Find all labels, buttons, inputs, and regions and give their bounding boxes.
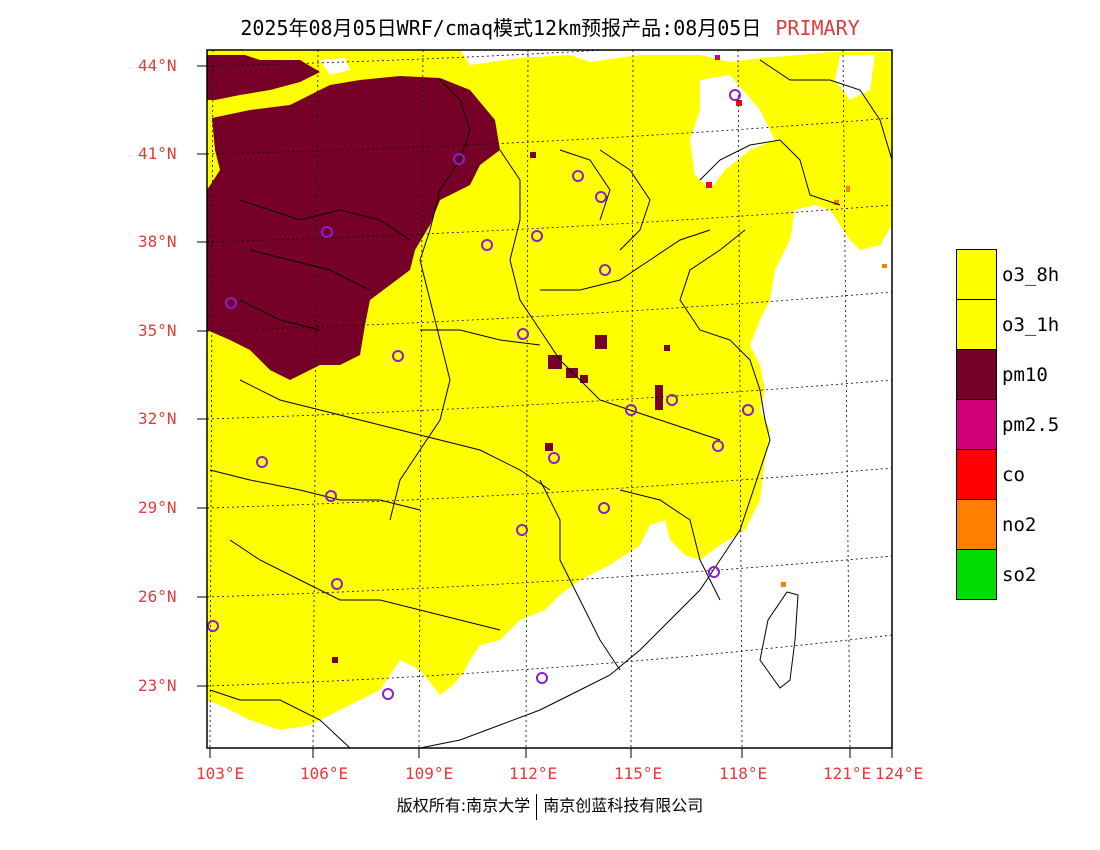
lat-label: 35°N (138, 321, 177, 340)
lon-label: 124°E (875, 764, 924, 783)
legend: o3_8h o3_1h pm10 pm2.5 co no2 so2 (956, 249, 1086, 600)
no2-speck (882, 264, 887, 268)
lat-label: 23°N (138, 676, 177, 695)
footer-right: 南京创蓝科技有限公司 (543, 796, 704, 815)
legend-item-pm25: pm2.5 (956, 399, 1086, 450)
copyright-footer: 版权所有:南京大学 南京创蓝科技有限公司 (0, 792, 1100, 820)
station-marker[interactable] (325, 490, 337, 502)
no2-speck (781, 582, 786, 587)
lat-label: 26°N (138, 587, 177, 606)
lon-label: 103°E (196, 764, 245, 783)
station-marker[interactable] (729, 89, 741, 101)
station-marker[interactable] (531, 230, 543, 242)
lat-label: 38°N (138, 232, 177, 251)
station-marker[interactable] (599, 264, 611, 276)
station-marker[interactable] (382, 688, 394, 700)
map-title: 2025年08月05日WRF/cmaq模式12km预报产品:08月05日 PRIM… (0, 12, 1100, 42)
legend-label: pm2.5 (1002, 414, 1060, 436)
lon-label: 109°E (405, 764, 454, 783)
station-marker[interactable] (742, 404, 754, 416)
legend-swatch (956, 449, 997, 500)
no2-speck (834, 200, 839, 205)
station-marker[interactable] (321, 226, 333, 238)
pm10-area (207, 55, 320, 100)
legend-item-o3-1h: o3_1h (956, 299, 1086, 350)
legend-label: no2 (1002, 514, 1037, 536)
graticule (207, 50, 892, 748)
lon-label: 106°E (300, 764, 349, 783)
station-marker[interactable] (595, 191, 607, 203)
legend-label: o3_1h (1002, 314, 1060, 336)
pm10-speck (530, 152, 536, 158)
legend-swatch (956, 299, 997, 350)
pm10-area-main (207, 76, 500, 380)
lon-label: 121°E (823, 764, 872, 783)
legend-item-so2: so2 (956, 549, 1086, 600)
station-marker[interactable] (225, 297, 237, 309)
station-marker[interactable] (331, 578, 343, 590)
lon-ticks (209, 748, 893, 758)
title-text: 2025年08月05日WRF/cmaq模式12km预报产品:08月05日 (240, 16, 762, 40)
clear-area-south (440, 545, 760, 748)
pm10-speck (332, 657, 338, 663)
no2-speck (846, 186, 850, 192)
pm10-speck (595, 335, 607, 349)
pm10-speck (545, 443, 553, 451)
clear-area-north (690, 75, 775, 190)
lat-label: 41°N (138, 144, 177, 163)
lon-label: 112°E (509, 764, 558, 783)
lat-ticks (197, 65, 207, 687)
legend-item-pm10: pm10 (956, 349, 1086, 400)
station-marker[interactable] (536, 672, 548, 684)
station-marker[interactable] (598, 502, 610, 514)
lon-label: 118°E (719, 764, 768, 783)
title-tag: PRIMARY (775, 16, 860, 40)
pm10-speck (566, 368, 578, 378)
station-marker[interactable] (712, 440, 724, 452)
pm10-speck (664, 345, 670, 351)
legend-label: co (1002, 464, 1025, 486)
map-content (207, 50, 892, 748)
co-speck (706, 182, 712, 188)
station-marker[interactable] (517, 328, 529, 340)
legend-swatch (956, 549, 997, 600)
legend-swatch (956, 499, 997, 550)
map-frame (206, 49, 893, 749)
station-marker[interactable] (708, 566, 720, 578)
legend-label: o3_8h (1002, 264, 1060, 286)
boundaries (209, 59, 892, 748)
station-marker[interactable] (256, 456, 268, 468)
station-marker[interactable] (453, 153, 465, 165)
footer-separator (536, 793, 538, 820)
legend-swatch (956, 249, 997, 300)
station-marker[interactable] (392, 350, 404, 362)
pm10-speck (548, 355, 562, 369)
lon-label: 115°E (614, 764, 663, 783)
legend-item-co: co (956, 449, 1086, 500)
lat-label: 44°N (138, 56, 177, 75)
footer-left: 版权所有:南京大学 (396, 796, 531, 815)
legend-swatch (956, 349, 997, 400)
legend-label: pm10 (1002, 364, 1048, 386)
legend-label: so2 (1002, 564, 1037, 586)
station-marker[interactable] (481, 239, 493, 251)
pm10-speck (580, 375, 588, 383)
pm25-speck (715, 55, 720, 60)
clear-area-northeast (835, 55, 875, 100)
station-marker[interactable] (516, 524, 528, 536)
legend-swatch (956, 399, 997, 450)
legend-item-no2: no2 (956, 499, 1086, 550)
station-marker[interactable] (207, 620, 219, 632)
station-marker[interactable] (666, 394, 678, 406)
station-marker[interactable] (548, 452, 560, 464)
lat-label: 32°N (138, 409, 177, 428)
station-marker[interactable] (625, 404, 637, 416)
stations (207, 89, 754, 700)
legend-item-o3-8h: o3_8h (956, 249, 1086, 300)
pm10-speck (655, 385, 663, 410)
lat-label: 29°N (138, 498, 177, 517)
station-marker[interactable] (572, 170, 584, 182)
co-speck (736, 100, 742, 106)
